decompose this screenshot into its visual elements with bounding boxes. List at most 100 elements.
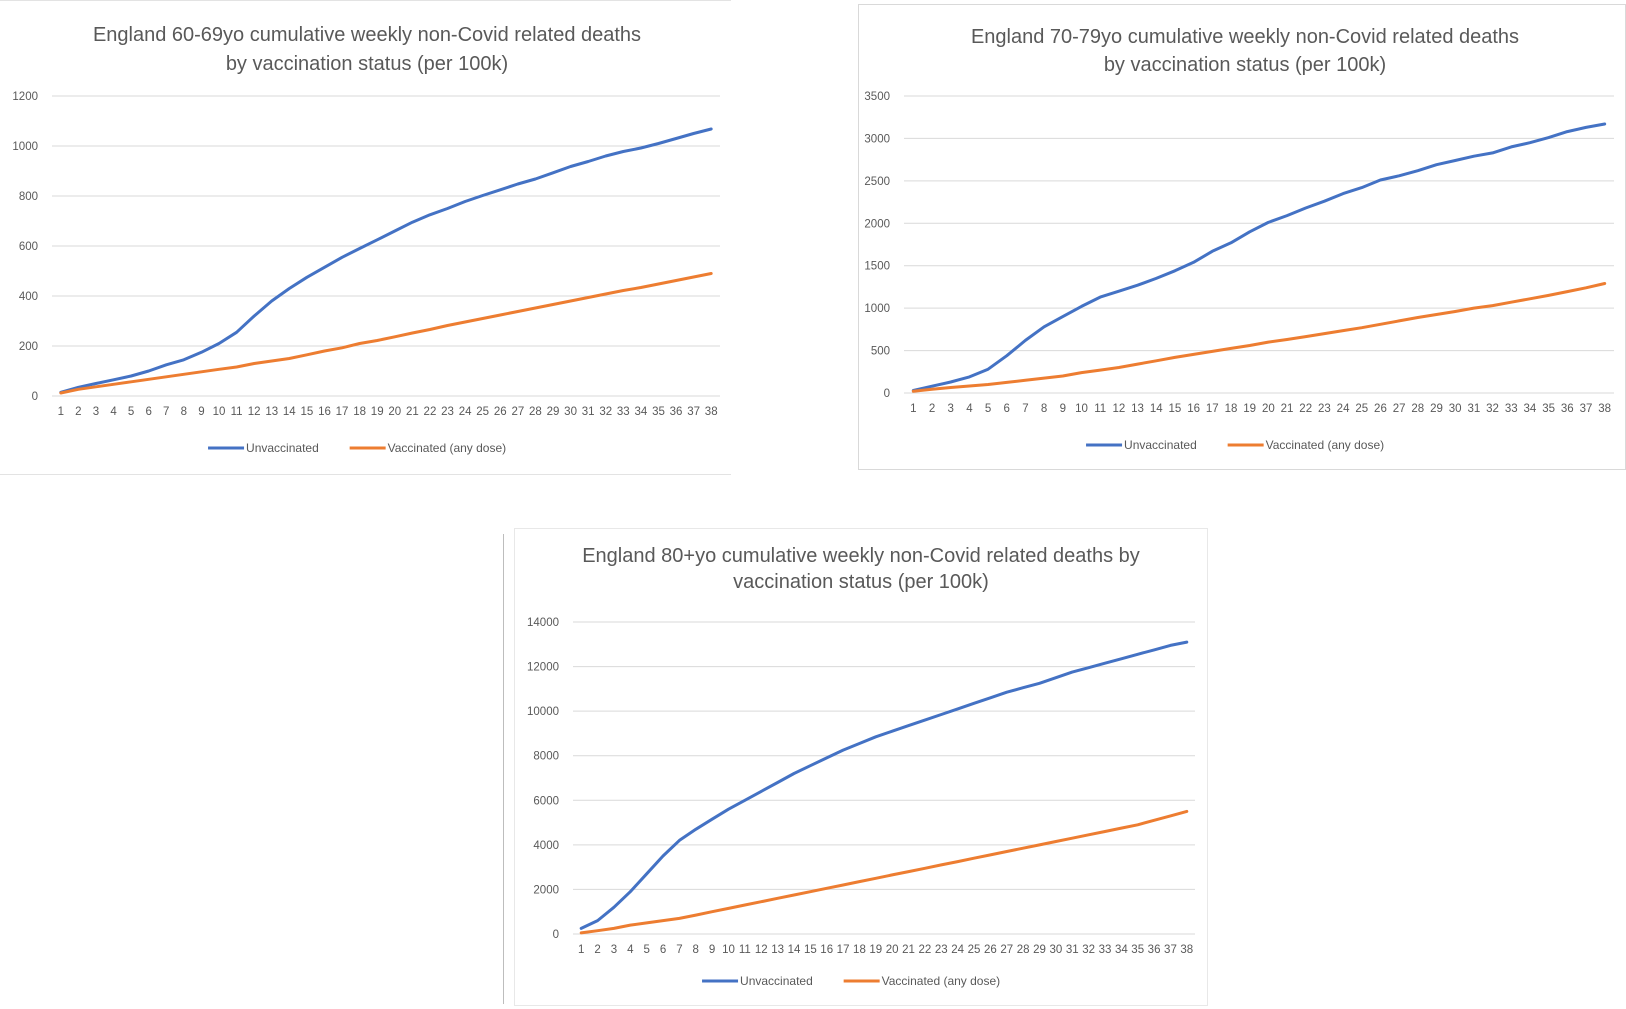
chart-1-x-tick-label: 5: [985, 403, 991, 415]
chart-1-x-tick-label: 25: [1355, 403, 1368, 415]
chart-2-x-tick-label: 6: [660, 944, 666, 956]
chart-1-x-tick-label: 10: [1075, 403, 1088, 415]
chart-0-x-tick-label: 1: [58, 406, 64, 418]
chart-80-plus: England 80+yo cumulative weekly non-Covi…: [527, 545, 1195, 988]
chart-2-legend-label-unvaccinated: Unvaccinated: [740, 974, 813, 988]
chart-2-x-tick-label: 15: [804, 944, 817, 956]
chart-2-x-tick-label: 34: [1115, 944, 1128, 956]
chart-1-legend-label-vaccinated: Vaccinated (any dose): [1266, 438, 1385, 452]
chart-2-x-tick-label: 19: [869, 944, 882, 956]
chart-0-x-tick-label: 14: [283, 406, 296, 418]
chart-0-x-tick-label: 5: [128, 406, 134, 418]
chart-1-y-tick-label: 1000: [864, 303, 890, 315]
chart-2-x-tick-label: 22: [919, 944, 932, 956]
chart-1-x-tick-label: 37: [1580, 403, 1593, 415]
chart-0-y-tick-label: 600: [19, 241, 38, 253]
chart-1-legend-label-unvaccinated: Unvaccinated: [1124, 438, 1197, 452]
chart-0-legend-label-unvaccinated: Unvaccinated: [246, 441, 319, 455]
chart-0-x-tick-label: 7: [163, 406, 169, 418]
chart-0-series-line-vaccinated: [59, 272, 713, 395]
chart-1-x-tick-label: 21: [1281, 403, 1294, 415]
chart-0-x-tick-label: 35: [652, 406, 665, 418]
chart-1-x-tick-label: 16: [1187, 403, 1200, 415]
chart-2-x-tick-label: 38: [1180, 944, 1193, 956]
chart-panel-80-plus: England 80+yo cumulative weekly non-Covi…: [514, 528, 1208, 1006]
chart-0-series-line-unvaccinated: [59, 127, 713, 394]
chart-2-title-line-1: England 80+yo cumulative weekly non-Covi…: [582, 545, 1140, 567]
chart-2-x-tick-label: 33: [1099, 944, 1112, 956]
chart-0-x-tick-label: 25: [476, 406, 489, 418]
chart-0-x-tick-label: 27: [511, 406, 524, 418]
chart-2-y-tick-label: 6000: [533, 795, 559, 807]
chart-2-x-tick-label: 37: [1164, 944, 1177, 956]
chart-1-x-tick-label: 9: [1060, 403, 1066, 415]
chart-1-y-tick-label: 3500: [864, 91, 890, 103]
chart-2-x-tick-label: 29: [1033, 944, 1046, 956]
chart-0-x-tick-label: 3: [93, 406, 99, 418]
chart-1-x-tick-label: 27: [1393, 403, 1406, 415]
chart-0-x-tick-label: 4: [110, 406, 117, 418]
chart-2-x-tick-label: 23: [935, 944, 948, 956]
chart-1-series-line-vaccinated: [911, 282, 1607, 393]
chart-1-y-tick-label: 2000: [864, 218, 890, 230]
chart-0-y-tick-label: 200: [19, 341, 38, 353]
chart-0-title-line-1: England 60-69yo cumulative weekly non-Co…: [93, 24, 641, 46]
chart-2-x-tick-label: 5: [643, 944, 649, 956]
chart-0-y-tick-label: 1200: [12, 91, 38, 103]
chart-2-x-tick-label: 25: [968, 944, 981, 956]
chart-1-y-tick-label: 3000: [864, 133, 890, 145]
chart-1-x-tick-label: 6: [1004, 403, 1010, 415]
chart-1-x-tick-label: 24: [1337, 403, 1350, 415]
chart-0-x-tick-label: 2: [75, 406, 81, 418]
chart-2-x-tick-label: 7: [676, 944, 682, 956]
chart-2-x-tick-label: 10: [722, 944, 735, 956]
chart-2-x-tick-label: 36: [1148, 944, 1161, 956]
chart-70-79: England 70-79yo cumulative weekly non-Co…: [864, 26, 1614, 452]
chart-0-x-tick-label: 11: [231, 406, 243, 418]
chart-2-x-tick-label: 4: [627, 944, 634, 956]
chart-0-y-tick-label: 1000: [12, 141, 38, 153]
chart-2-legend-label-vaccinated: Vaccinated (any dose): [882, 974, 1001, 988]
chart-0-y-tick-label: 800: [19, 191, 38, 203]
chart-60-69: England 60-69yo cumulative weekly non-Co…: [12, 24, 720, 455]
chart-0-x-tick-label: 33: [617, 406, 630, 418]
chart-1-y-tick-label: 1500: [864, 261, 890, 273]
chart-2-x-tick-label: 24: [951, 944, 964, 956]
chart-2-x-tick-label: 8: [693, 944, 699, 956]
chart-0-x-tick-label: 21: [406, 406, 419, 418]
chart-2-x-tick-label: 12: [755, 944, 768, 956]
chart-0-x-tick-label: 24: [459, 406, 472, 418]
chart-1-x-tick-label: 38: [1598, 403, 1611, 415]
chart-0-x-tick-label: 8: [181, 406, 187, 418]
chart-1-x-tick-label: 8: [1041, 403, 1047, 415]
chart-1-y-tick-label: 2500: [864, 176, 890, 188]
chart-1-x-tick-label: 26: [1374, 403, 1387, 415]
chart-0-x-tick-label: 32: [599, 406, 612, 418]
chart-1-x-tick-label: 30: [1449, 403, 1462, 415]
chart-2-x-tick-label: 16: [820, 944, 833, 956]
chart-2-x-tick-label: 28: [1017, 944, 1030, 956]
chart-1-x-tick-label: 29: [1430, 403, 1443, 415]
chart-0-x-tick-label: 36: [670, 406, 683, 418]
chart-1-x-tick-label: 15: [1169, 403, 1182, 415]
chart-0-x-tick-label: 15: [300, 406, 313, 418]
chart-1-x-tick-label: 19: [1243, 403, 1256, 415]
chart-1-x-tick-label: 32: [1486, 403, 1499, 415]
chart-1-x-tick-label: 12: [1112, 403, 1125, 415]
chart-0-x-tick-label: 20: [388, 406, 401, 418]
chart-1-x-tick-label: 7: [1022, 403, 1028, 415]
chart-2-x-tick-label: 1: [578, 944, 584, 956]
chart-panel-70-79: England 70-79yo cumulative weekly non-Co…: [858, 4, 1626, 470]
chart-0-x-tick-label: 37: [687, 406, 700, 418]
chart-0-x-tick-label: 12: [248, 406, 261, 418]
chart-0-x-tick-label: 28: [529, 406, 542, 418]
chart-2-x-tick-label: 26: [984, 944, 997, 956]
chart-1-y-tick-label: 0: [884, 388, 890, 400]
chart-2-y-tick-label: 12000: [527, 662, 559, 674]
chart-1-x-tick-label: 33: [1505, 403, 1518, 415]
chart-2-x-tick-label: 32: [1082, 944, 1095, 956]
chart-0-x-tick-label: 34: [634, 406, 647, 418]
chart-2-series-line-unvaccinated: [579, 640, 1189, 930]
chart-1-title-line-2: by vaccination status (per 100k): [1104, 54, 1386, 76]
chart-2-x-tick-label: 2: [594, 944, 600, 956]
